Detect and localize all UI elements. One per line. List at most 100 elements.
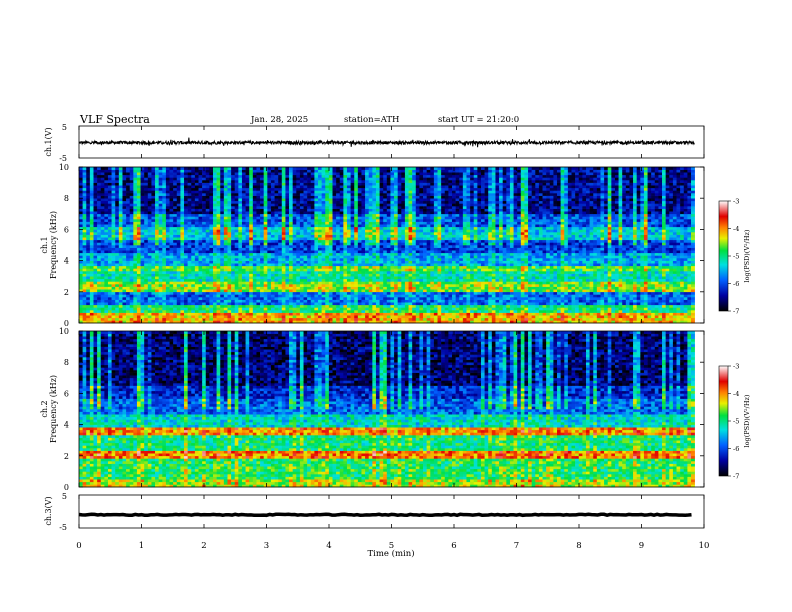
spectrogram-cell (557, 315, 561, 319)
spectrogram-cell (542, 255, 547, 259)
spectrogram-cell (314, 258, 319, 261)
spectrogram-cell (223, 289, 228, 293)
spectrogram-cell (234, 245, 239, 248)
spectrogram-cell (517, 252, 522, 256)
spectrogram-cell (538, 320, 543, 324)
spectrogram-cell (444, 278, 449, 282)
spectrogram-cell (162, 273, 167, 277)
spectrogram-cell (513, 299, 518, 303)
spectrogram-cell (86, 260, 91, 264)
spectrogram-cell (386, 304, 391, 308)
spectrogram-cell (285, 317, 290, 321)
spectrogram-cell (307, 310, 312, 313)
spectrogram-cell (585, 291, 590, 295)
spectrogram-cell (589, 317, 594, 321)
spectrogram-cell (292, 320, 297, 324)
spectrogram-cell (658, 289, 663, 293)
spectrogram-cell (383, 276, 388, 280)
spectrogram-cell (585, 315, 590, 319)
spectrogram-cell (557, 302, 561, 306)
spectrogram-cell (426, 307, 431, 311)
spectrogram-cell (383, 302, 388, 306)
spectrogram-cell (274, 320, 279, 324)
spectrogram-cell (278, 263, 283, 267)
spectrogram-cell (408, 307, 413, 311)
spectrogram-cell (517, 291, 522, 295)
spectrogram-cell (578, 291, 583, 295)
spectrogram-cell (430, 273, 435, 277)
spectrogram-cell (665, 317, 670, 321)
spectrogram-cell (285, 255, 290, 259)
spectrogram-cell (520, 247, 525, 251)
spectrogram-cell (194, 273, 199, 277)
spectrogram-cell (557, 247, 561, 251)
spectrogram-cell (394, 284, 398, 287)
spectrogram-cell (212, 307, 217, 311)
spectrogram-cell (129, 271, 134, 274)
spectrogram-cell (404, 307, 409, 311)
spectrogram-cell (307, 247, 312, 251)
spectrogram-cell (506, 258, 511, 261)
spectrogram-cell (191, 307, 196, 311)
spectrogram-cell (245, 245, 250, 248)
spectrogram-cell (633, 281, 637, 285)
spectrogram-cell (368, 278, 373, 282)
spectrogram-cell (542, 315, 547, 319)
spectrogram-cell (386, 307, 391, 311)
spectrogram-cell (549, 312, 554, 316)
spectrogram-cell (169, 255, 174, 259)
spectrogram-cell (368, 281, 373, 285)
spectrogram-cell (93, 247, 98, 251)
spectrogram-cell (676, 281, 681, 285)
spectrogram-cell (506, 278, 511, 282)
spectrogram-cell (220, 247, 225, 251)
spectrogram-cell (155, 317, 159, 321)
spectrogram-cell (263, 268, 268, 272)
spectrogram-cell (419, 317, 424, 321)
spectrogram-cell (452, 247, 456, 251)
spectrogram-cell (546, 302, 551, 306)
spectrogram-cell (270, 265, 275, 269)
spectrogram-cell (256, 252, 261, 256)
spectrogram-cell (249, 252, 254, 256)
spectrogram-cell (386, 286, 391, 290)
spectrogram-cell (528, 310, 532, 313)
spectrogram-cell (596, 263, 601, 267)
spectrogram-cell (575, 291, 580, 295)
spectrogram-cell (372, 294, 377, 298)
spectrogram-cell (448, 286, 453, 290)
spectrogram-cell (111, 315, 116, 319)
spectrogram-cell (524, 291, 529, 295)
spectrogram-cell (354, 258, 359, 261)
spectrogram-cell (252, 317, 257, 321)
spectrogram-cell (303, 286, 308, 290)
spectrogram-cell (274, 250, 279, 254)
spectrogram-cell (473, 312, 478, 316)
spectrogram-cell (115, 252, 120, 256)
spectrogram-cell (241, 284, 246, 287)
spectrogram-cell (524, 312, 529, 316)
spectrogram-cell (249, 250, 254, 254)
spectrogram-cell (441, 304, 446, 308)
spectrogram-cell (223, 271, 228, 274)
spectrogram-cell (82, 247, 87, 251)
spectrogram-cell (553, 289, 558, 293)
spectrogram-cell (397, 252, 402, 256)
spectrogram-cell (509, 312, 514, 316)
spectrogram-cell (89, 307, 94, 311)
spectrogram-cell (651, 307, 656, 311)
spectrogram-cell (459, 299, 464, 303)
spectrogram-cell (180, 250, 185, 254)
spectrogram-cell (223, 284, 228, 287)
spectrogram-cell (241, 252, 246, 256)
spectrogram-cell (651, 315, 656, 319)
spectrogram-cell (111, 304, 116, 308)
spectrogram-cell (614, 273, 619, 277)
spectrogram-cell (625, 265, 630, 269)
spectrogram-cell (104, 265, 109, 269)
spectrogram-cell (578, 289, 583, 293)
spectrogram-cell (194, 255, 199, 259)
spectrogram-cell (336, 276, 341, 280)
spectrogram-cell (267, 302, 272, 306)
spectrogram-cell (557, 281, 561, 285)
